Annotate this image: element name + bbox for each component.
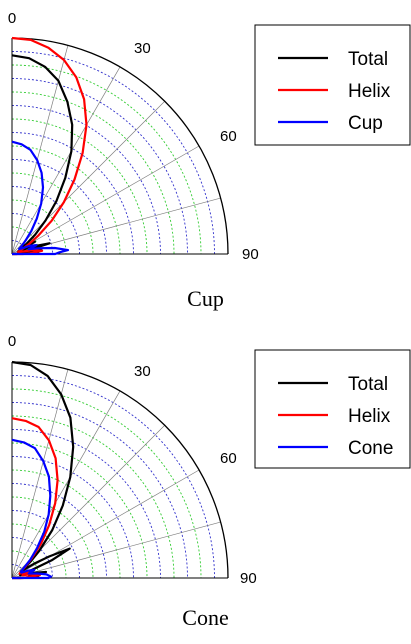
grid-ring (11, 537, 53, 579)
outer-boundary (11, 37, 229, 255)
legend-label: Cone (348, 438, 393, 459)
grid-spoke (11, 390, 121, 579)
grid-ring (11, 51, 215, 255)
grid-spoke (11, 101, 165, 255)
legend-label: Helix (348, 406, 391, 427)
series-line-helix (11, 36, 88, 256)
grid-spoke (11, 45, 69, 255)
theta-tick-label: 90 (242, 246, 259, 263)
grid-ring (11, 483, 107, 579)
grid-ring (11, 375, 215, 579)
legend: Total Helix Cone (254, 349, 411, 469)
grid-ring (11, 132, 134, 255)
outer-boundary (11, 361, 229, 579)
chart-panel-cone: 0 30 60 90 Total Helix Cone Cone (0, 327, 411, 644)
series-line-cone (11, 438, 52, 580)
theta-tick-label: 60 (220, 450, 237, 467)
grid-ring (11, 564, 26, 579)
grid-spoke (11, 66, 121, 255)
theta-tick-label: 30 (134, 363, 151, 380)
data-series-group (11, 360, 75, 580)
data-series-group (11, 36, 88, 256)
theta-tick-label: 60 (220, 128, 237, 145)
legend-label: Total (348, 49, 388, 70)
theta-tick-label: 0 (8, 333, 16, 350)
grid-ring (11, 456, 134, 579)
legend-box (254, 349, 411, 469)
theta-tick-label: 0 (8, 10, 16, 27)
legend-label: Helix (348, 81, 391, 102)
chart-panel-cup: 0 30 60 90 Total Helix Cup Cup (0, 0, 411, 317)
polar-grid (11, 361, 229, 579)
legend: Total Helix Cup (254, 24, 411, 146)
theta-tick-label: 90 (240, 570, 257, 587)
chart-caption: Cup (187, 286, 224, 311)
grid-spoke (11, 369, 69, 579)
grid-ring (11, 172, 94, 255)
grid-spoke (11, 145, 200, 255)
polar-grid (11, 37, 229, 255)
chart-caption: Cone (182, 605, 229, 630)
legend-label: Cup (348, 113, 383, 134)
legend-box (254, 24, 411, 146)
grid-ring (11, 240, 26, 255)
polar-chart-cup: 0 30 60 90 Total Helix Cup (8, 10, 411, 263)
series-line-cup (11, 140, 70, 256)
grid-ring (11, 159, 107, 255)
legend-label: Total (348, 374, 388, 395)
grid-ring (11, 496, 94, 579)
theta-tick-label: 30 (134, 40, 151, 57)
series-line-total (11, 54, 74, 256)
polar-chart-cone: 0 30 60 90 Total Helix Cone (8, 333, 411, 587)
grid-spoke (11, 521, 221, 579)
